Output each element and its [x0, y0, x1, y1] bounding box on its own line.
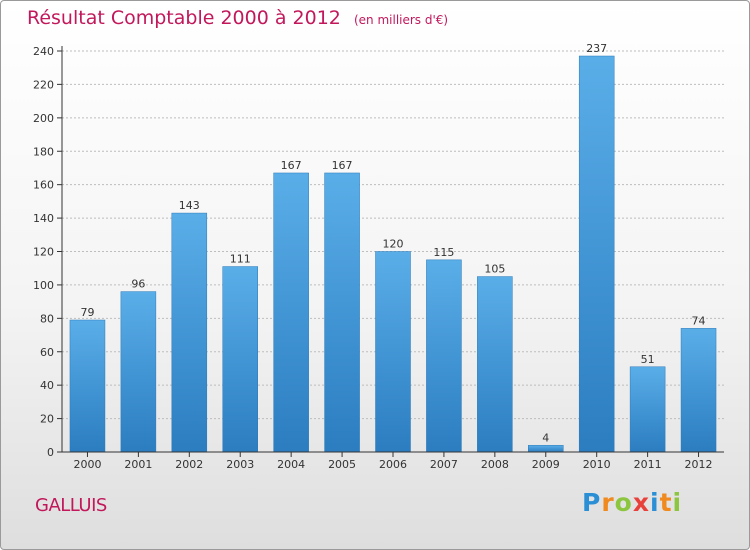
- bar-value-label: 237: [586, 42, 607, 55]
- bar-value-label: 105: [484, 263, 505, 276]
- logo-letter: o: [614, 488, 633, 517]
- y-tick-label: 160: [33, 179, 54, 192]
- bar-2006: [375, 251, 411, 453]
- bar-2000: [69, 319, 106, 453]
- logo-letter: x: [632, 488, 650, 517]
- x-tick-label: 2012: [685, 458, 713, 471]
- x-tick-label: 2006: [379, 458, 407, 471]
- bar-2012: [680, 328, 717, 453]
- logo-letter: i: [650, 488, 660, 517]
- bar-2010: [578, 55, 615, 453]
- bar-2009: [528, 445, 564, 453]
- bar-value-label: 167: [332, 159, 353, 172]
- x-tick-label: 2009: [532, 458, 560, 471]
- logo-letter: r: [601, 488, 615, 517]
- bar-2011: [629, 366, 666, 453]
- chart-subtitle: (en milliers d'€): [353, 13, 449, 27]
- logo-letter: t: [659, 488, 673, 517]
- x-tick-label: 2003: [226, 458, 254, 471]
- x-tick-label: 2011: [634, 458, 662, 471]
- commune-name: GALLUIS: [35, 495, 107, 516]
- y-tick-label: 20: [40, 413, 54, 426]
- bar-2008: [477, 276, 513, 453]
- y-tick-label: 200: [33, 112, 54, 125]
- bar-value-label: 120: [383, 238, 404, 251]
- bar-value-label: 111: [230, 253, 251, 266]
- x-tick-label: 2002: [175, 458, 203, 471]
- y-tick-label: 180: [33, 145, 54, 158]
- logo-letter: P: [582, 488, 602, 517]
- bar-value-label: 51: [641, 353, 655, 366]
- x-tick-label: 2007: [430, 458, 458, 471]
- y-tick-label: 120: [33, 246, 54, 259]
- chart-title-block: Résultat Comptable 2000 à 2012 (en milli…: [27, 7, 448, 29]
- y-tick-label: 80: [40, 312, 54, 325]
- proxiti-logo[interactable]: Proxiti: [582, 488, 682, 517]
- logo-letter: i: [672, 488, 683, 517]
- axes: 0 20 40 60 80 100 120 140 160 180 200 220 240 2000 200…: [33, 45, 724, 471]
- bar-2003: [222, 266, 258, 453]
- bar-2005: [324, 172, 360, 453]
- bar-2001: [120, 291, 157, 453]
- bar-value-label: 79: [80, 306, 94, 319]
- x-tick-label: 2004: [277, 458, 305, 471]
- y-tick-label: 40: [40, 379, 54, 392]
- bar-value-label: 4: [542, 431, 549, 444]
- x-tick-label: 2000: [73, 458, 101, 471]
- x-tick-label: 2005: [328, 458, 356, 471]
- x-tick-label: 2001: [124, 458, 152, 471]
- bars: 79 96 143 111 167 167 120 115 105 4 237 51 74: [69, 42, 717, 453]
- y-tick-label: 100: [33, 279, 54, 292]
- bar-value-label: 96: [131, 278, 145, 291]
- y-tick-label: 240: [33, 45, 54, 58]
- y-tick-label: 60: [40, 346, 54, 359]
- y-tick-label: 0: [47, 446, 54, 459]
- bar-value-label: 167: [281, 159, 302, 172]
- y-tick-label: 220: [33, 78, 54, 91]
- x-tick-label: 2008: [481, 458, 509, 471]
- y-tick-label: 140: [33, 212, 54, 225]
- bar-2004: [273, 172, 309, 453]
- bar-2007: [426, 259, 462, 453]
- bar-2002: [171, 212, 208, 453]
- chart-title: Résultat Comptable 2000 à 2012: [27, 7, 341, 29]
- bar-value-label: 74: [692, 314, 706, 327]
- bar-value-label: 143: [179, 199, 200, 212]
- bar-value-label: 115: [433, 246, 454, 259]
- x-tick-label: 2010: [583, 458, 611, 471]
